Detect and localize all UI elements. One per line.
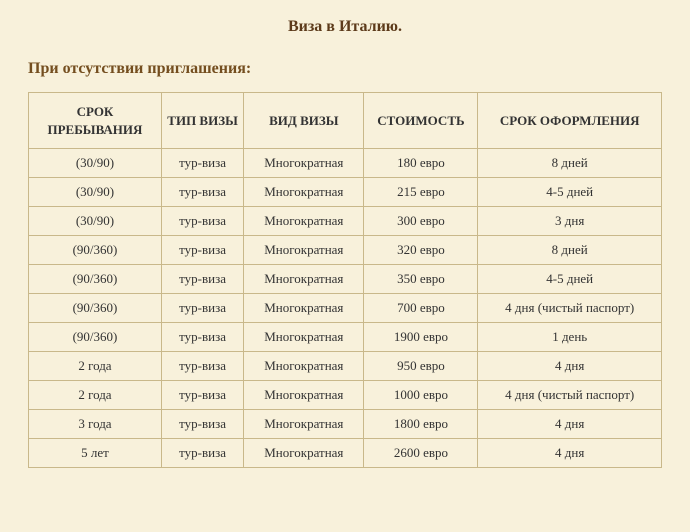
col-header-processing: СРОК ОФОРМЛЕНИЯ xyxy=(478,93,662,149)
table-cell: Многократная xyxy=(244,381,364,410)
table-cell: 2 года xyxy=(29,352,162,381)
table-cell: тур-виза xyxy=(161,410,243,439)
table-row: 2 годатур-визаМногократная950 евро4 дня xyxy=(29,352,662,381)
table-cell: (30/90) xyxy=(29,178,162,207)
table-row: (90/360)тур-визаМногократная320 евро8 дн… xyxy=(29,236,662,265)
table-cell: 8 дней xyxy=(478,149,662,178)
table-cell: 4 дня xyxy=(478,439,662,468)
table-cell: Многократная xyxy=(244,207,364,236)
table-row: (30/90)тур-визаМногократная300 евро3 дня xyxy=(29,207,662,236)
col-header-kind: ВИД ВИЗЫ xyxy=(244,93,364,149)
table-cell: тур-виза xyxy=(161,236,243,265)
table-cell: Многократная xyxy=(244,178,364,207)
table-cell: тур-виза xyxy=(161,323,243,352)
table-cell: тур-виза xyxy=(161,149,243,178)
table-cell: тур-виза xyxy=(161,265,243,294)
table-cell: тур-виза xyxy=(161,294,243,323)
table-cell: (90/360) xyxy=(29,323,162,352)
table-cell: Многократная xyxy=(244,236,364,265)
section-subtitle: При отсутствии приглашения: xyxy=(28,60,662,78)
table-cell: (30/90) xyxy=(29,207,162,236)
table-cell: 4 дня xyxy=(478,352,662,381)
table-row: 3 годатур-визаМногократная1800 евро4 дня xyxy=(29,410,662,439)
table-cell: 3 дня xyxy=(478,207,662,236)
table-cell: тур-виза xyxy=(161,352,243,381)
table-cell: тур-виза xyxy=(161,207,243,236)
table-cell: Многократная xyxy=(244,323,364,352)
table-cell: 700 евро xyxy=(364,294,478,323)
table-cell: 215 евро xyxy=(364,178,478,207)
table-cell: 4-5 дней xyxy=(478,265,662,294)
table-cell: 2600 евро xyxy=(364,439,478,468)
table-cell: 4 дня (чистый паспорт) xyxy=(478,294,662,323)
table-cell: Многократная xyxy=(244,352,364,381)
table-cell: 4 дня xyxy=(478,410,662,439)
table-cell: Многократная xyxy=(244,439,364,468)
table-cell: 1900 евро xyxy=(364,323,478,352)
table-cell: 320 евро xyxy=(364,236,478,265)
table-row: (30/90)тур-визаМногократная215 евро4-5 д… xyxy=(29,178,662,207)
table-row: (30/90)тур-визаМногократная180 евро8 дне… xyxy=(29,149,662,178)
col-header-price: СТОИМОСТЬ xyxy=(364,93,478,149)
col-header-type: ТИП ВИЗЫ xyxy=(161,93,243,149)
table-cell: 4 дня (чистый паспорт) xyxy=(478,381,662,410)
col-header-duration: СРОК ПРЕБЫВАНИЯ xyxy=(29,93,162,149)
table-cell: (90/360) xyxy=(29,236,162,265)
table-cell: 5 лет xyxy=(29,439,162,468)
table-cell: (90/360) xyxy=(29,294,162,323)
table-cell: 2 года xyxy=(29,381,162,410)
page-title: Виза в Италию. xyxy=(28,18,662,36)
table-cell: тур-виза xyxy=(161,381,243,410)
table-cell: 1000 евро xyxy=(364,381,478,410)
table-cell: 1 день xyxy=(478,323,662,352)
table-row: 5 леттур-визаМногократная2600 евро4 дня xyxy=(29,439,662,468)
table-cell: 300 евро xyxy=(364,207,478,236)
table-cell: Многократная xyxy=(244,410,364,439)
table-cell: 3 года xyxy=(29,410,162,439)
table-row: (90/360)тур-визаМногократная700 евро4 дн… xyxy=(29,294,662,323)
visa-table: СРОК ПРЕБЫВАНИЯ ТИП ВИЗЫ ВИД ВИЗЫ СТОИМО… xyxy=(28,92,662,468)
table-row: (90/360)тур-визаМногократная1900 евро1 д… xyxy=(29,323,662,352)
table-header-row: СРОК ПРЕБЫВАНИЯ ТИП ВИЗЫ ВИД ВИЗЫ СТОИМО… xyxy=(29,93,662,149)
table-cell: Многократная xyxy=(244,265,364,294)
table-cell: 8 дней xyxy=(478,236,662,265)
table-row: 2 годатур-визаМногократная1000 евро4 дня… xyxy=(29,381,662,410)
table-cell: 350 евро xyxy=(364,265,478,294)
table-cell: 4-5 дней xyxy=(478,178,662,207)
table-cell: тур-виза xyxy=(161,178,243,207)
table-body: (30/90)тур-визаМногократная180 евро8 дне… xyxy=(29,149,662,468)
table-cell: Многократная xyxy=(244,149,364,178)
table-cell: 180 евро xyxy=(364,149,478,178)
table-row: (90/360)тур-визаМногократная350 евро4-5 … xyxy=(29,265,662,294)
table-cell: Многократная xyxy=(244,294,364,323)
table-cell: (90/360) xyxy=(29,265,162,294)
table-cell: тур-виза xyxy=(161,439,243,468)
table-cell: (30/90) xyxy=(29,149,162,178)
table-cell: 1800 евро xyxy=(364,410,478,439)
table-cell: 950 евро xyxy=(364,352,478,381)
